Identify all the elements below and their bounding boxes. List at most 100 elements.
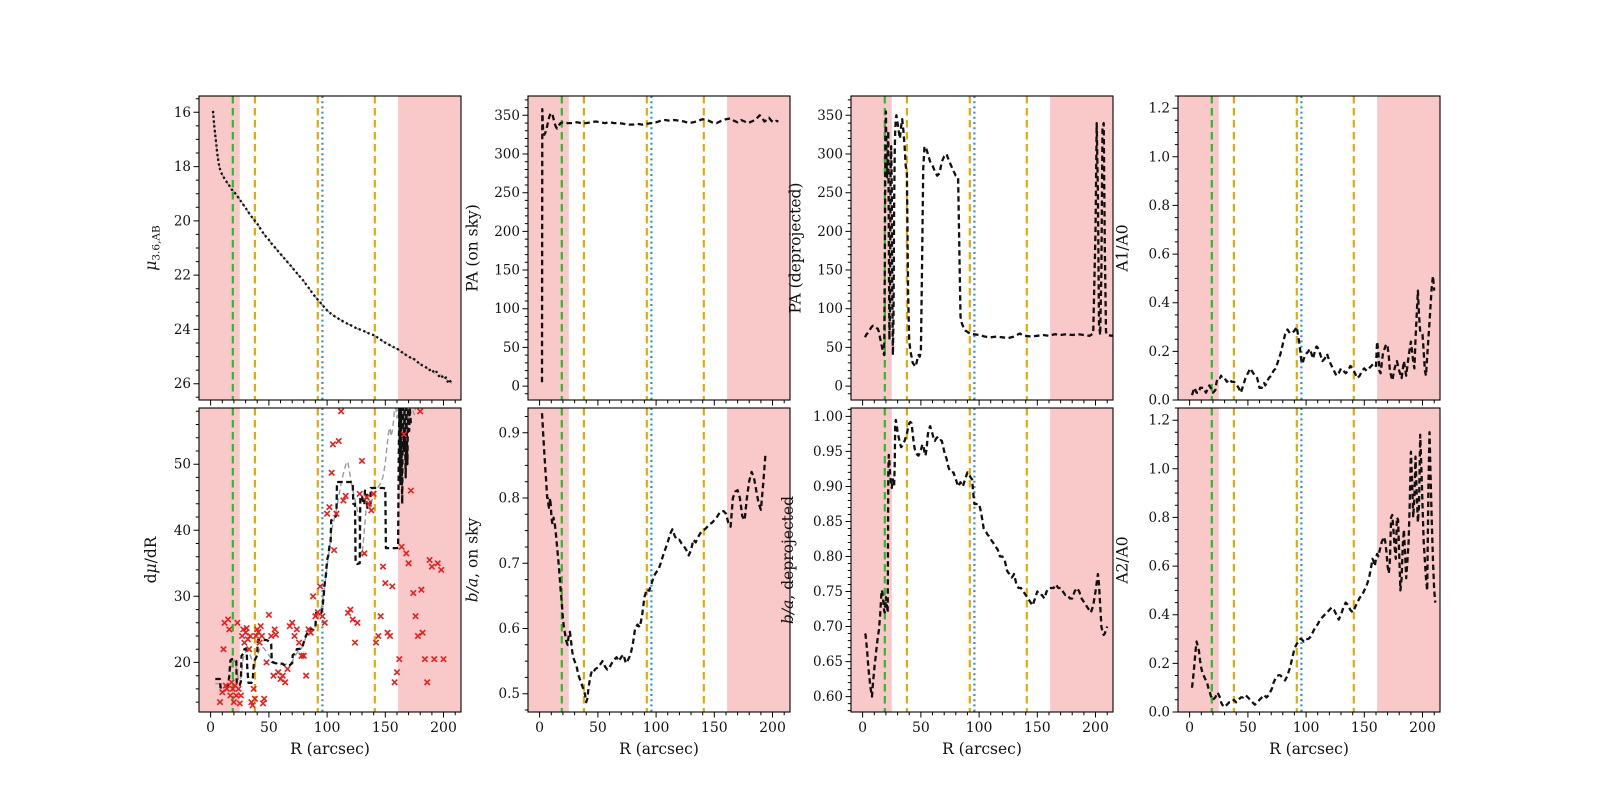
- x-tick-label: 100: [1293, 720, 1320, 736]
- x-tick-label: 200: [1409, 720, 1436, 736]
- y-tick-label: 0.7: [499, 556, 520, 572]
- x-tick-label: 100: [966, 720, 993, 736]
- y-tick-label: 1.0: [1149, 149, 1170, 165]
- y-tick-label: 200: [817, 224, 843, 240]
- masked-region-band: [398, 96, 461, 400]
- masked-region-band: [1377, 96, 1440, 400]
- x-tick-label: 200: [759, 720, 786, 736]
- y-tick-label: 0.6: [1149, 559, 1170, 575]
- axes-spines: [1177, 407, 1441, 713]
- y-tick-label: 1.0: [1149, 461, 1170, 477]
- series-dmu-dr-points: [216, 408, 447, 709]
- panel-dmu-dr: 20 30 40 50 0 50 100 150 200 R (arcsec) dμ/dR: [142, 407, 462, 758]
- panel-ba-deprojected: 0.60 0.65 0.70 0.75 0.80 0.85 0.90 0.95 1.00 0 50 1…: [779, 407, 1114, 758]
- y-tick-label: 0.8: [1149, 198, 1170, 214]
- y-tick-label: 0.4: [1149, 295, 1170, 311]
- y-axis-label: dμ/dR: [142, 535, 160, 583]
- y-tick-label: 0.60: [813, 689, 843, 705]
- panel-pa-on-sky: 0 50 100 150 200 250 300 350 PA (on sky): [464, 95, 791, 406]
- x-tick-label: 150: [701, 720, 728, 736]
- y-tick-label: 40: [174, 523, 191, 539]
- y-tick-label: 350: [817, 108, 843, 124]
- axes-spines: [527, 95, 791, 401]
- x-axis-label: R (arcsec): [1269, 740, 1349, 758]
- axes-spines: [198, 407, 462, 713]
- panel-a2-a0: 0.0 0.2 0.4 0.6 0.8 1.0 1.2 0 50 100 150 200 R (arcs…: [1114, 407, 1441, 758]
- x-tick-label: 200: [1082, 720, 1109, 736]
- masked-region-band: [727, 408, 790, 712]
- y-tick-label: 50: [503, 340, 520, 356]
- y-tick-label: 24: [174, 322, 191, 338]
- x-tick-label: 0: [858, 720, 867, 736]
- y-tick-label: 0.2: [1149, 344, 1170, 360]
- y-tick-label: 26: [174, 376, 191, 392]
- y-tick-label: 250: [817, 185, 843, 201]
- y-tick-label: 250: [494, 185, 520, 201]
- y-tick-label: 200: [494, 224, 520, 240]
- y-tick-label: 150: [817, 263, 843, 279]
- y-axis-label: μ3.6,AB: [142, 225, 163, 271]
- y-tick-label: 0.6: [1149, 247, 1170, 263]
- y-axis-label: A2/A0: [1114, 536, 1132, 584]
- x-tick-label: 50: [589, 720, 607, 736]
- y-tick-label: 1.2: [1149, 101, 1170, 117]
- y-tick-label: 1.00: [813, 409, 843, 425]
- panel-pa-deprojected: 0 50 100 150 200 250 300 350 PA (deprojected): [787, 95, 1114, 406]
- axes-spines: [527, 407, 791, 713]
- y-tick-label: 16: [174, 105, 191, 121]
- y-tick-label: 300: [817, 147, 843, 163]
- y-tick-label: 0.4: [1149, 607, 1170, 623]
- series-group: [215, 408, 447, 709]
- y-tick-label: 22: [174, 268, 191, 284]
- y-tick-label: 100: [817, 301, 843, 317]
- y-tick-label: 0.0: [1149, 393, 1170, 409]
- y-axis-label: A1/A0: [1114, 224, 1132, 272]
- y-tick-label: 0: [834, 379, 843, 395]
- y-tick-label: 0.70: [813, 619, 843, 635]
- y-tick-label: 0.8: [499, 491, 520, 507]
- y-tick-label: 50: [174, 457, 191, 473]
- x-tick-label: 150: [372, 720, 399, 736]
- axis-ticks: [522, 99, 785, 406]
- x-tick-label: 50: [1239, 720, 1257, 736]
- y-tick-label: 0.85: [813, 514, 843, 530]
- x-tick-label: 100: [314, 720, 341, 736]
- y-tick-label: 50: [826, 340, 843, 356]
- y-tick-label: 0.2: [1149, 656, 1170, 672]
- y-axis-label: b/a, deprojected: [779, 496, 797, 624]
- panel-ba-on-sky: 0.5 0.6 0.7 0.8 0.9 0 50 100 150 200 R (arcsec) b/a…: [464, 407, 791, 758]
- series-group: [863, 110, 1113, 368]
- axis-ticks: [845, 408, 1108, 718]
- y-tick-label: 100: [494, 301, 520, 317]
- x-tick-label: 0: [206, 720, 215, 736]
- y-tick-label: 350: [494, 108, 520, 124]
- series-mu-profile: [211, 110, 453, 385]
- y-tick-label: 0: [511, 379, 520, 395]
- y-tick-label: 0.65: [813, 654, 843, 670]
- x-tick-label: 150: [1351, 720, 1378, 736]
- axis-ticks: [193, 98, 456, 406]
- series-a1a0-profile: [1190, 274, 1436, 396]
- x-axis-label: R (arcsec): [942, 740, 1022, 758]
- y-tick-label: 1.2: [1149, 413, 1170, 429]
- series-group: [540, 413, 767, 704]
- series-pa-deproj: [863, 110, 1113, 368]
- y-tick-label: 0.0: [1149, 705, 1170, 721]
- axis-ticks: [845, 99, 1108, 406]
- series-dmu-dr-step: [215, 408, 413, 689]
- x-tick-label: 150: [1024, 720, 1051, 736]
- y-tick-label: 0.5: [499, 686, 520, 702]
- y-axis-label: PA (deprojected): [787, 183, 805, 314]
- axis-ticks: [1172, 407, 1435, 718]
- x-tick-label: 0: [535, 720, 544, 736]
- panel-a1-a0: 0.0 0.2 0.4 0.6 0.8 1.0 1.2 A1/A0: [1114, 95, 1441, 409]
- y-tick-label: 0.9: [499, 425, 520, 441]
- series-a2a0-profile: [1190, 431, 1437, 709]
- y-tick-label: 150: [494, 263, 520, 279]
- axes-spines: [1177, 95, 1441, 401]
- axis-ticks: [522, 416, 785, 718]
- y-tick-label: 300: [494, 147, 520, 163]
- y-axis-label: PA (on sky): [464, 204, 482, 292]
